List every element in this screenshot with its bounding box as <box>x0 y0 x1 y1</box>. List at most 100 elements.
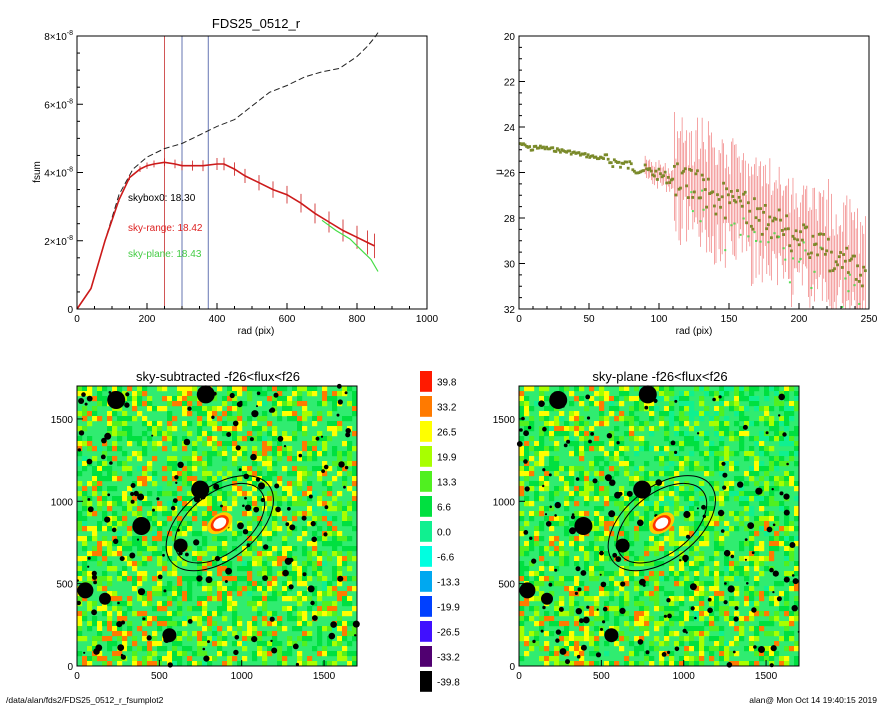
image-pixel <box>182 396 188 402</box>
image-pixel <box>739 566 745 572</box>
image-pixel <box>127 556 133 562</box>
image-pixel <box>744 421 750 427</box>
image-pixel <box>624 456 630 462</box>
image-pixel <box>187 511 193 517</box>
image-pixel <box>594 561 600 567</box>
sb-point <box>673 164 676 168</box>
image-pixel <box>117 606 123 612</box>
image-pixel <box>724 391 730 397</box>
fsum-xlabel: rad (pix) <box>238 326 275 337</box>
image-pixel <box>172 646 178 652</box>
masked-source <box>674 646 680 652</box>
image-pixel <box>744 416 750 422</box>
image-pixel <box>604 641 610 647</box>
colorbar-swatch <box>420 471 432 492</box>
sb-ytick-label: 22 <box>504 78 516 89</box>
image-pixel <box>659 641 665 647</box>
image-pixel <box>794 401 800 407</box>
image-pixel <box>97 496 103 502</box>
image-pixel <box>709 441 715 447</box>
colorbar-swatch <box>420 446 432 467</box>
image-pixel <box>529 546 535 552</box>
image-pixel <box>207 506 213 512</box>
image-pixel <box>649 401 655 407</box>
image-pixel <box>599 536 605 542</box>
image-pixel <box>202 636 208 642</box>
image-pixel <box>559 561 565 567</box>
image-pixel <box>177 606 183 612</box>
image-pixel <box>714 551 720 557</box>
image-pixel <box>217 496 223 502</box>
image-pixel <box>744 406 750 412</box>
image-ytick-label: 500 <box>56 580 73 591</box>
image-pixel <box>559 661 565 667</box>
image-pixel <box>122 601 128 607</box>
image-pixel <box>227 586 233 592</box>
sb-point <box>799 230 803 234</box>
image-pixel <box>97 521 103 527</box>
image-pixel <box>539 521 545 527</box>
image-pixel <box>689 491 695 497</box>
masked-source <box>256 405 258 408</box>
image-pixel <box>322 651 328 657</box>
image-pixel <box>267 481 273 487</box>
image-ytick-label: 0 <box>67 662 73 673</box>
image-pixel <box>749 601 755 607</box>
sb-point <box>785 214 789 218</box>
image-pixel <box>342 516 348 522</box>
image-pixel <box>634 651 640 657</box>
image-pixel <box>724 496 730 502</box>
image-pixel <box>624 591 630 597</box>
image-pixel <box>714 416 720 422</box>
image-pixel <box>197 461 203 467</box>
image-pixel <box>327 556 333 562</box>
image-pixel <box>529 406 535 412</box>
image-pixel <box>709 496 715 502</box>
image-pixel <box>167 616 173 622</box>
sb-point <box>808 256 812 259</box>
image-pixel <box>754 386 760 392</box>
image-ytick-label: 1500 <box>51 415 74 426</box>
masked-source <box>136 538 140 541</box>
image-pixel <box>609 581 615 587</box>
image-pixel <box>137 401 143 407</box>
image-pixel <box>307 511 313 517</box>
colorbar-swatch <box>420 646 432 667</box>
sb-point-plane <box>702 208 705 211</box>
masked-source <box>87 556 91 560</box>
fsum-xtick-label: 1000 <box>416 314 439 325</box>
image-pixel <box>679 416 685 422</box>
image-pixel <box>222 596 228 602</box>
image-pixel <box>222 606 228 612</box>
masked-source <box>173 538 188 553</box>
image-pixel <box>724 561 730 567</box>
image-pixel <box>674 431 680 437</box>
sb-point <box>734 200 738 204</box>
image-pixel <box>769 421 775 427</box>
image-pixel <box>292 456 298 462</box>
image-pixel <box>222 396 228 402</box>
image-pixel <box>182 411 188 417</box>
image-pixel <box>207 546 213 552</box>
masked-source <box>596 608 599 611</box>
image-pixel <box>242 631 248 637</box>
sb-point <box>819 232 823 236</box>
image-pixel <box>619 416 625 422</box>
image-pixel <box>302 566 308 572</box>
image-pixel <box>784 606 790 612</box>
image-pixel <box>137 546 143 552</box>
colorbar-swatch <box>420 546 432 567</box>
sb-point-plane <box>799 257 802 260</box>
image-pixel <box>769 461 775 467</box>
image-pixel <box>192 516 198 522</box>
image-pixel <box>137 466 143 472</box>
image-pixel <box>569 466 575 472</box>
masked-source <box>191 480 210 499</box>
image-pixel <box>247 576 253 582</box>
image-pixel <box>307 596 313 602</box>
masked-source <box>791 605 798 612</box>
image-pixel <box>594 551 600 557</box>
image-pixel <box>699 611 705 617</box>
image-pixel <box>754 421 760 427</box>
sb-point <box>853 254 856 258</box>
